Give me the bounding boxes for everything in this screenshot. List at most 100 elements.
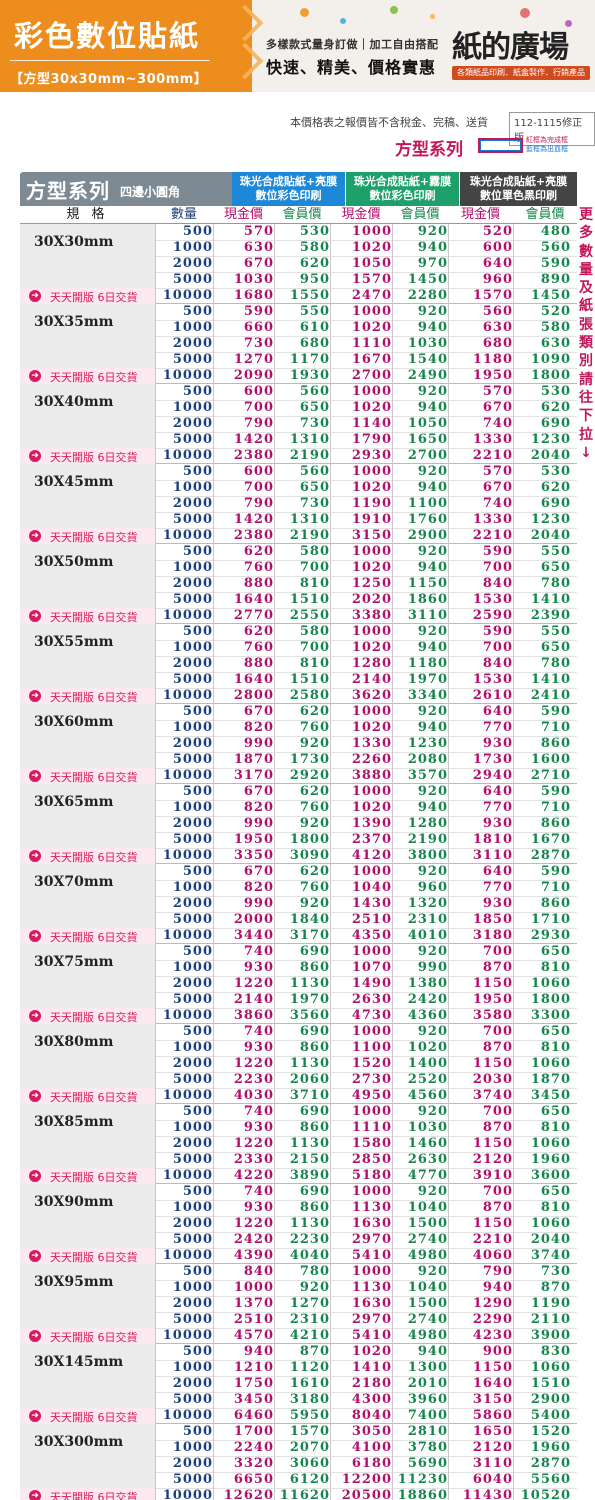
member-gloss-cell: 2150 xyxy=(289,1152,330,1167)
member-mono-cell: 710 xyxy=(540,880,571,895)
cash-mono-cell: 870 xyxy=(482,1200,513,1215)
cash-gloss-cell: 1950 xyxy=(233,832,274,847)
table-row: 1000 820 760 1040 960 770 710 xyxy=(155,880,577,896)
table-row: 10000 3440 3170 4350 4010 3180 2930 xyxy=(155,928,577,944)
cash-matte-cell: 4300 xyxy=(351,1392,392,1407)
member-gloss-cell: 730 xyxy=(299,416,330,431)
qty-cell: 2000 xyxy=(172,1216,213,1231)
open-schedule-label: 天天開版 6日交貨 xyxy=(50,451,138,464)
member-matte-cell: 920 xyxy=(417,1024,448,1039)
column-divider xyxy=(448,1104,449,1184)
member-mono-cell: 590 xyxy=(540,704,571,719)
arrow-right-icon: ➜ xyxy=(29,1410,41,1422)
member-mono-cell: 2390 xyxy=(530,608,571,623)
member-gloss-cell: 2190 xyxy=(289,448,330,463)
brand-logo: 紙的廣場 xyxy=(452,30,569,65)
cash-gloss-cell: 940 xyxy=(243,1344,274,1359)
column-divider xyxy=(513,1024,514,1104)
member-gloss-cell: 860 xyxy=(299,1040,330,1055)
cash-gloss-cell: 1220 xyxy=(233,976,274,991)
member-mono-cell: 550 xyxy=(540,624,571,639)
column-divider xyxy=(513,1104,514,1184)
qty-cell: 500 xyxy=(182,704,213,719)
member-gloss-cell: 2920 xyxy=(289,768,330,783)
cash-gloss-cell: 1220 xyxy=(233,1216,274,1231)
row-divider xyxy=(155,1152,577,1153)
qty-cell: 2000 xyxy=(172,336,213,351)
column-divider xyxy=(213,1264,214,1344)
member-mono-cell: 780 xyxy=(540,656,571,671)
cash-mono-cell: 1950 xyxy=(472,368,513,383)
table-row: 5000 1270 1170 1670 1540 1180 1090 xyxy=(155,352,577,368)
table-row: 5000 1870 1730 2260 2080 1730 1600 xyxy=(155,752,577,768)
arrow-right-icon: ➜ xyxy=(29,1250,41,1262)
legend-red-frame: 紅框為完成框 xyxy=(526,136,568,144)
open-schedule-cell: ➜ 天天開版 6日交貨 xyxy=(20,1408,155,1424)
member-matte-cell: 2630 xyxy=(407,1152,448,1167)
row-divider xyxy=(155,1376,577,1377)
member-matte-cell: 3340 xyxy=(407,688,448,703)
cash-matte-cell: 1630 xyxy=(351,1216,392,1231)
size-label: 30X50mm xyxy=(34,554,114,570)
cash-gloss-cell: 700 xyxy=(243,480,274,495)
cash-gloss-cell: 740 xyxy=(243,1104,274,1119)
member-gloss-cell: 5950 xyxy=(289,1408,330,1423)
cash-mono-cell: 4060 xyxy=(472,1248,513,1263)
cash-matte-cell: 1020 xyxy=(351,320,392,335)
member-gloss-cell: 1550 xyxy=(289,288,330,303)
column-divider xyxy=(448,224,449,304)
cash-mono-cell: 2120 xyxy=(472,1440,513,1455)
column-divider xyxy=(448,1024,449,1104)
column-divider xyxy=(330,1184,331,1264)
cash-mono-cell: 770 xyxy=(482,880,513,895)
qty-cell: 500 xyxy=(182,1104,213,1119)
column-divider xyxy=(274,1344,275,1424)
row-divider xyxy=(155,1456,577,1457)
member-mono-cell: 2040 xyxy=(530,528,571,543)
table-row: 2000 670 620 1050 970 640 590 xyxy=(155,256,577,272)
row-divider xyxy=(155,1472,577,1473)
row-divider xyxy=(155,416,577,417)
cash-matte-cell: 1330 xyxy=(351,736,392,751)
column-divider xyxy=(513,544,514,624)
column-divider xyxy=(513,1424,514,1500)
member-matte-cell: 920 xyxy=(417,224,448,239)
cash-matte-cell: 1050 xyxy=(351,256,392,271)
member-mono-cell: 590 xyxy=(540,864,571,879)
cash-matte-cell: 1520 xyxy=(351,1056,392,1071)
cash-mono-cell: 930 xyxy=(482,896,513,911)
size-cell: 30X40mm xyxy=(20,384,155,448)
arrow-right-icon: ➜ xyxy=(29,690,41,702)
cash-mono-cell: 1730 xyxy=(472,752,513,767)
cash-gloss-cell: 740 xyxy=(243,1184,274,1199)
member-mono-cell: 10520 xyxy=(520,1488,571,1500)
cash-matte-cell: 1630 xyxy=(351,1296,392,1311)
cash-mono-cell: 600 xyxy=(482,240,513,255)
table-row: 1000 700 650 1020 940 670 620 xyxy=(155,480,577,496)
cash-mono-cell: 3180 xyxy=(472,928,513,943)
table-row: 2000 1750 1610 2180 2010 1640 1510 xyxy=(155,1376,577,1392)
member-mono-cell: 2900 xyxy=(530,1392,571,1407)
column-divider xyxy=(448,864,449,944)
group-line-2: 數位彩色印刷 xyxy=(255,189,322,202)
row-divider xyxy=(155,1072,577,1073)
qty-cell: 2000 xyxy=(172,496,213,511)
member-matte-cell: 4010 xyxy=(407,928,448,943)
cash-matte-cell: 1020 xyxy=(351,400,392,415)
member-matte-cell: 5690 xyxy=(407,1456,448,1471)
column-divider xyxy=(392,1184,393,1264)
cash-gloss-cell: 1030 xyxy=(233,272,274,287)
cash-matte-cell: 1570 xyxy=(351,272,392,287)
decor-dot-icon xyxy=(390,6,398,14)
table-row: 500 600 560 1000 920 570 530 xyxy=(155,384,577,400)
member-matte-cell: 1540 xyxy=(407,352,448,367)
row-divider xyxy=(155,976,577,977)
cash-gloss-cell: 930 xyxy=(243,1200,274,1215)
qty-cell: 2000 xyxy=(172,576,213,591)
member-matte-cell: 920 xyxy=(417,384,448,399)
column-divider xyxy=(392,624,393,704)
cash-mono-cell: 2210 xyxy=(472,528,513,543)
series-label: 方型系列 四邊小圓角 xyxy=(20,172,232,206)
cash-matte-cell: 1000 xyxy=(351,864,392,879)
cash-gloss-cell: 2240 xyxy=(233,1440,274,1455)
